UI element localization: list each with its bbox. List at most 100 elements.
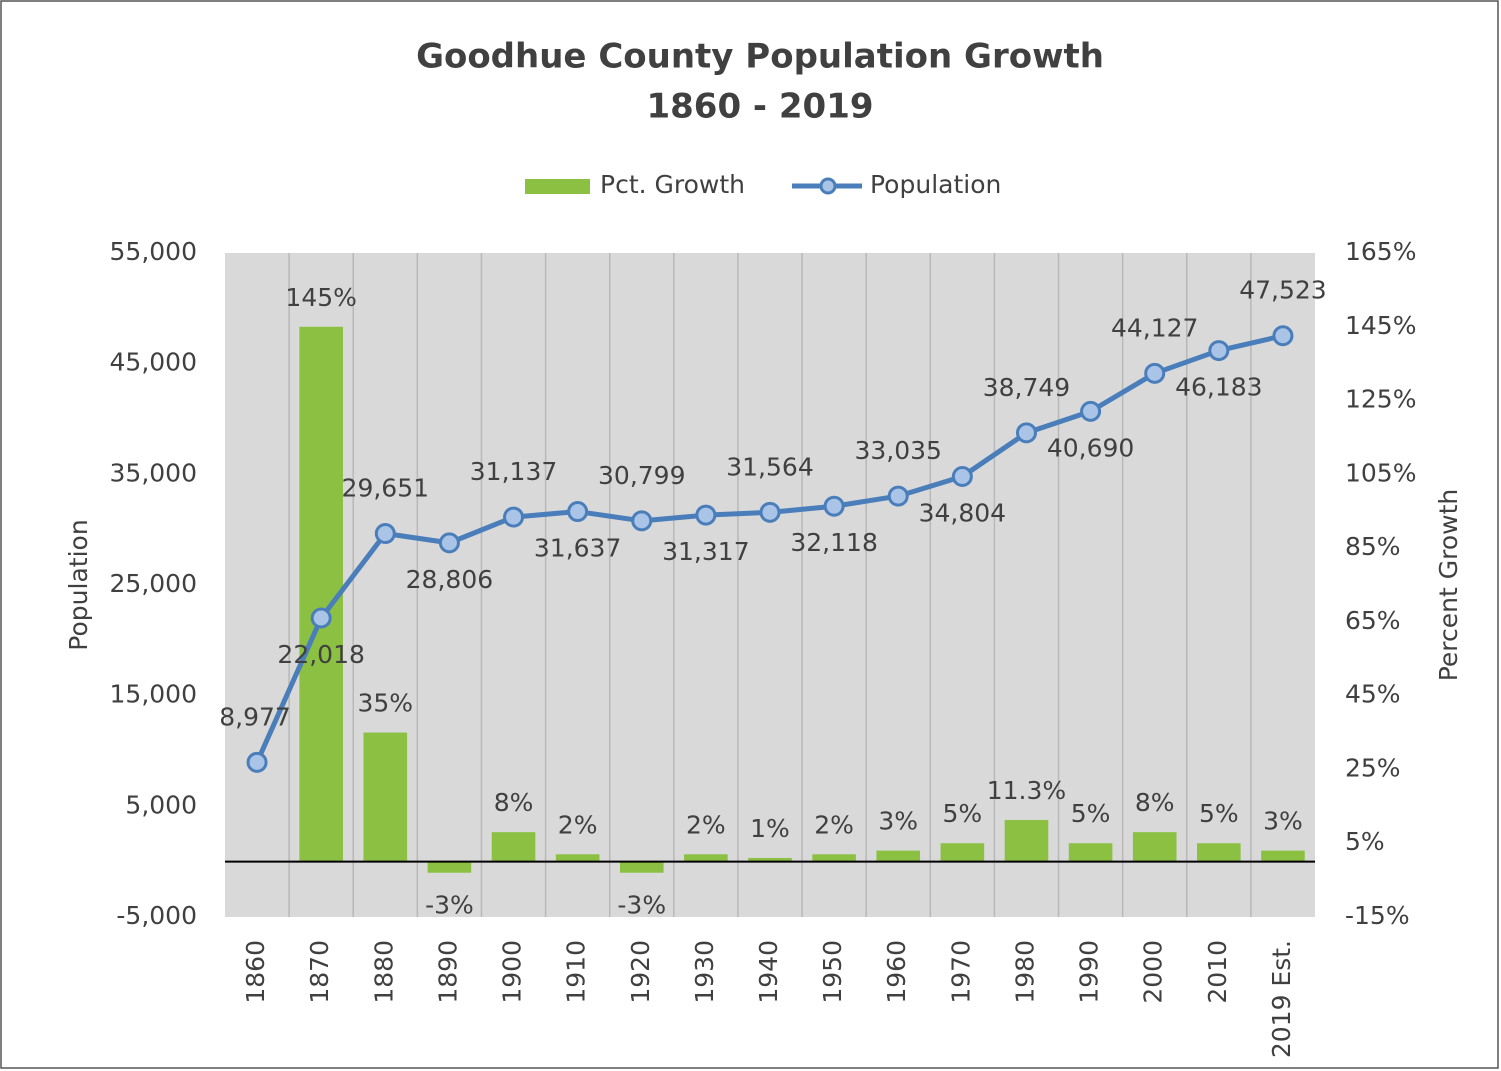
data-label: 1% — [750, 814, 790, 843]
x-tick-label: 1980 — [1010, 940, 1039, 1004]
data-label: 46,183 — [1175, 373, 1262, 402]
population-marker — [1272, 325, 1294, 347]
y2-tick-label: 25% — [1345, 753, 1401, 782]
bar — [427, 861, 472, 873]
data-label: 2% — [686, 810, 726, 839]
data-label: 31,137 — [470, 457, 557, 486]
y2-tick-label: 145% — [1345, 311, 1416, 340]
x-tick-label: 1930 — [690, 940, 719, 1004]
x-tick-label: 1870 — [305, 940, 334, 1004]
data-label: 34,804 — [919, 499, 1006, 528]
data-label: 29,651 — [342, 474, 429, 503]
data-label: 8% — [494, 788, 534, 817]
y2-tick-label: 85% — [1345, 532, 1401, 561]
data-label: 33,035 — [854, 436, 941, 465]
data-label: 47,523 — [1239, 276, 1326, 305]
x-tick-label: 2019 Est. — [1267, 940, 1296, 1058]
data-label: 8,977 — [219, 702, 291, 731]
data-label: 30,799 — [598, 461, 685, 490]
population-marker — [759, 501, 781, 523]
y2-tick-label: 65% — [1345, 606, 1401, 635]
y2-tick-label: 125% — [1345, 385, 1416, 414]
x-tick-label: 1920 — [626, 940, 655, 1004]
y-tick-label: 55,000 — [110, 237, 197, 266]
data-label: 44,127 — [1111, 313, 1198, 342]
data-label: 2% — [814, 810, 854, 839]
bar — [363, 732, 408, 862]
population-marker — [374, 523, 396, 545]
y2-axis-title: Percent Growth — [1434, 489, 1463, 682]
bar — [619, 861, 664, 873]
data-label: 11.3% — [987, 776, 1066, 805]
y-axis-title: Population — [64, 519, 93, 650]
population-marker — [503, 506, 525, 528]
x-tick-label: 2010 — [1203, 940, 1232, 1004]
bar — [1197, 843, 1241, 862]
data-label: 145% — [285, 283, 356, 312]
x-tick-label: 1880 — [369, 940, 398, 1004]
y2-tick-label: 105% — [1345, 458, 1416, 487]
y-tick-label: 25,000 — [110, 569, 197, 598]
x-tick-label: 1940 — [754, 940, 783, 1004]
x-tick-label: 1900 — [498, 940, 527, 1004]
bar — [748, 857, 792, 862]
y-tick-label: 15,000 — [110, 680, 197, 709]
x-tick-label: 1890 — [433, 940, 462, 1004]
y2-tick-label: 45% — [1345, 680, 1401, 709]
legend-label: Population — [870, 170, 1001, 199]
y-tick-label: 35,000 — [110, 458, 197, 487]
population-marker — [631, 510, 653, 532]
y-tick-label: 5,000 — [125, 790, 197, 819]
x-tick-label: 2000 — [1139, 940, 1168, 1004]
legend: Pct. Growth Population — [525, 170, 1001, 199]
data-label: 5% — [1199, 799, 1239, 828]
population-marker — [1144, 362, 1166, 384]
data-label: 28,806 — [406, 565, 493, 594]
population-marker — [246, 751, 268, 773]
data-label: -3% — [425, 891, 474, 920]
population-marker — [1080, 400, 1102, 422]
data-label: 31,637 — [534, 534, 621, 563]
data-label: 31,564 — [726, 452, 813, 481]
data-label: 5% — [943, 799, 983, 828]
x-tick-label: 1950 — [818, 940, 847, 1004]
population-marker — [887, 485, 909, 507]
y-tick-label: -5,000 — [116, 901, 197, 930]
bar — [1132, 832, 1177, 862]
x-tick-label: 1990 — [1075, 940, 1104, 1004]
bar — [491, 832, 536, 862]
population-marker — [438, 532, 460, 554]
x-tick-label: 1910 — [562, 940, 591, 1004]
data-label: -3% — [617, 891, 666, 920]
data-label: 3% — [878, 807, 918, 836]
population-marker — [823, 495, 845, 517]
data-label: 32,118 — [790, 528, 877, 557]
bar — [876, 850, 921, 862]
population-marker — [1015, 422, 1037, 444]
bar — [299, 326, 343, 862]
data-label: 22,018 — [277, 640, 364, 669]
data-label: 8% — [1135, 788, 1175, 817]
population-marker — [951, 466, 973, 488]
y2-tick-label: 165% — [1345, 237, 1416, 266]
data-label: 35% — [358, 689, 414, 718]
chart-subtitle: 1860 - 2019 — [646, 87, 873, 127]
data-label: 31,317 — [662, 537, 749, 566]
data-label: 2% — [558, 810, 598, 839]
y-tick-label: 45,000 — [110, 348, 197, 377]
population-marker — [695, 504, 717, 526]
bar — [555, 854, 600, 862]
bar — [684, 854, 728, 862]
bar — [1068, 843, 1113, 862]
bar — [1004, 819, 1049, 862]
legend-swatch — [819, 177, 837, 195]
legend-swatch — [525, 179, 590, 194]
y2-tick-label: -15% — [1345, 901, 1410, 930]
y2-tick-label: 5% — [1345, 827, 1385, 856]
chart-title: Goodhue County Population Growth — [416, 37, 1104, 77]
bar — [812, 854, 856, 862]
population-marker — [567, 501, 589, 523]
data-label: 38,749 — [983, 373, 1070, 402]
x-tick-label: 1970 — [946, 940, 975, 1004]
